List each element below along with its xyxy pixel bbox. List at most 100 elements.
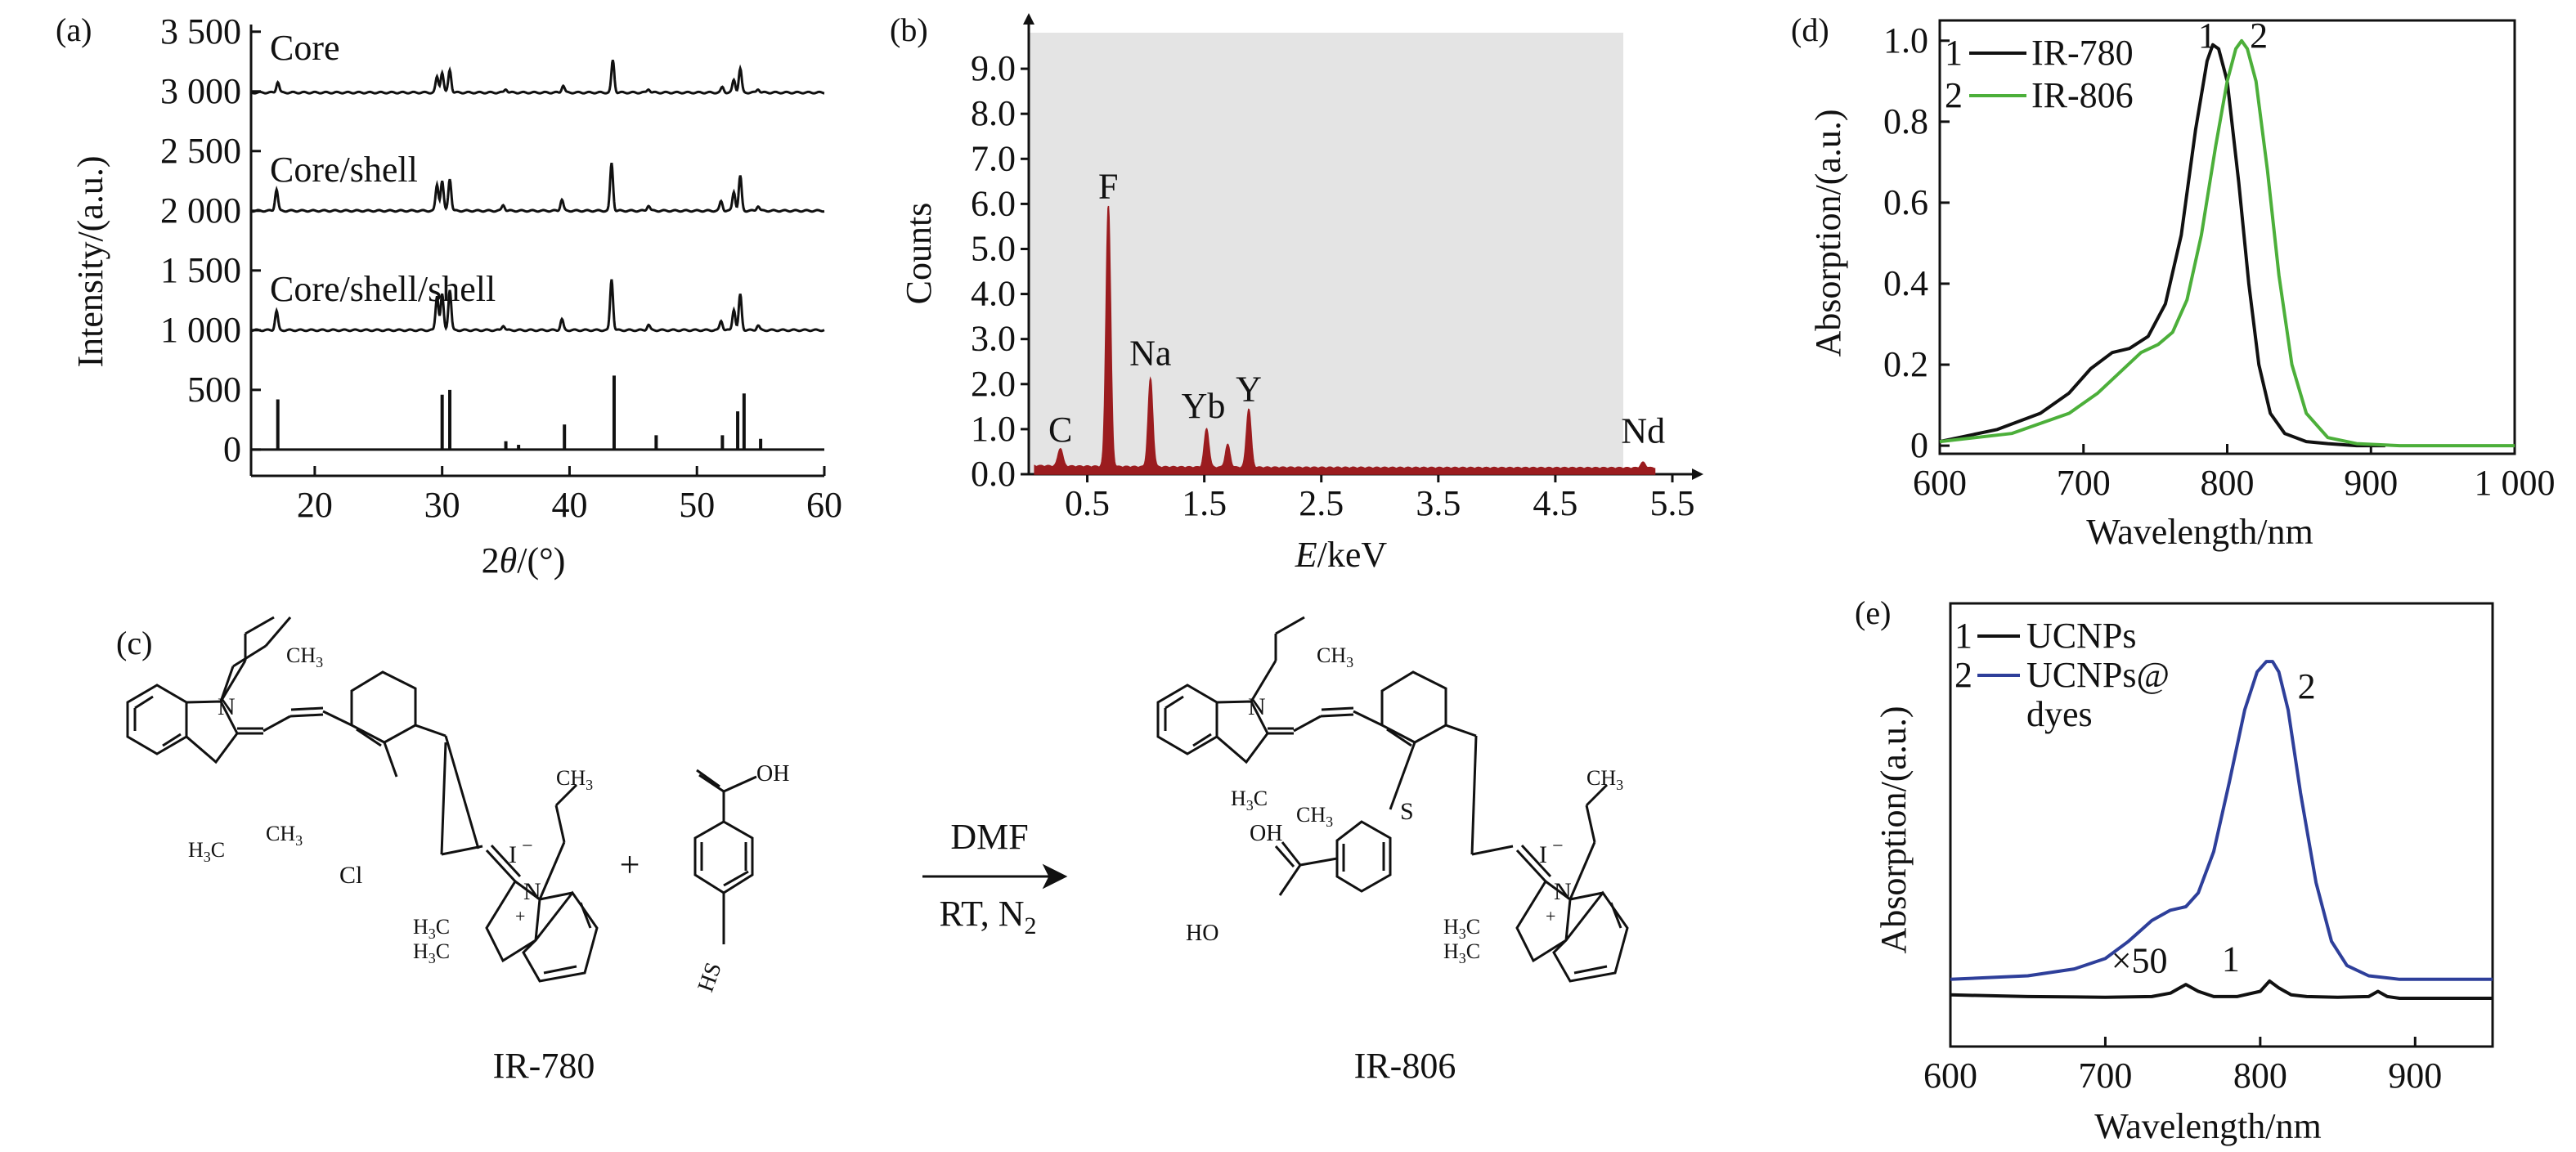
panel-d-series-line [1939,38,2515,448]
ir806-h3c-a: H3C [1443,915,1480,942]
panel-c-label: (c) [116,625,152,661]
panel-b-peak-label: Na [1129,334,1171,374]
panel-a-series-line [251,279,825,333]
panel-d-y-tick-label: 0 [1910,425,1928,465]
panel-b-y-tick-label: 1.0 [971,409,1016,449]
panel-d-y-tick-label: 0.6 [1883,182,1928,222]
ir780-ch3-top: CH3 [286,643,323,670]
panel-b-x-tick-label: 2.5 [1299,483,1344,523]
ir806-iodide-charge: − [1552,836,1564,857]
panel-b-y-tick-label: 7.0 [971,138,1016,178]
mercaptobenzoic-acid-structure: OH HS [693,761,789,995]
panel-b-y-arrowhead [1023,13,1034,25]
panel-a-series-label: Core/shell/shell [270,269,496,309]
panel-a-y-tick-label: 2 000 [160,191,241,231]
ir780-ch3-mid: CH3 [266,822,303,849]
ir806-h3c-left: H3C [1231,787,1268,814]
ir806-s-atom: S [1400,798,1414,825]
panel-b-x-arrowhead [1692,468,1703,480]
panel-b-y-tick-label: 3.0 [971,319,1016,359]
ir780-cl-atom: Cl [339,862,362,889]
panel-b-spectrum-area [1034,205,1656,475]
panel-d-x-tick-label: 700 [2057,463,2111,503]
panel-e-label: (e) [1855,594,1891,631]
panel-b-y-tick-label: 8.0 [971,93,1016,133]
panel-d-ylabel: Absorption/(a.u.) [1808,109,1848,356]
panel-e-annotation: 1 [2222,939,2240,979]
panel-c-reaction-scheme: (c) N Cl I − [116,616,1629,1086]
panel-a-x-tick-label: 40 [551,485,587,525]
ir806-oh-atom: OH [1250,821,1282,846]
ir780-iodide: I [509,841,517,868]
reaction-arrowhead [1042,863,1068,890]
panel-b-label: (b) [890,11,928,48]
panel-d-series-line [1939,43,2385,448]
ir780-iodide-charge: − [522,836,533,857]
panel-b-y-tick-label: 6.0 [971,183,1016,223]
panel-b-y-tick-label: 2.0 [971,364,1016,404]
panel-b-x-tick-label: 1.5 [1182,483,1227,523]
panel-b-ylabel: Counts [899,203,939,305]
panel-e-legend-label: UCNPs@ [2026,655,2170,695]
panel-a-series-label: Core [270,28,340,68]
panel-e-legend-number: 2 [1954,655,1972,695]
ir780-n-charge: + [515,906,525,926]
panel-b-peak-label: F [1098,166,1118,206]
panel-a-xrd-chart: (a) Intensity/(a.u.) 2θ/(°) 0 500 1 000 1 5… [56,11,842,580]
panel-a-x-tick-label: 60 [806,485,842,525]
panel-d-y-tick-label: 1.0 [1883,20,1928,61]
panel-d-absorption-chart: (d) Absorption/(a.u.) Wavelength/nm 0 0.2… [1791,11,2556,552]
panel-b-x-tick-label: 4.5 [1533,483,1577,523]
panel-a-y-tick-label: 3 500 [160,11,241,52]
panel-d-label: (d) [1791,11,1829,48]
ir806-h3c-b: H3C [1443,939,1480,966]
ir780-n-atom: N [218,693,236,720]
panel-e-legend-number: 1 [1954,616,1972,656]
ir806-structure: N S I − N + OH HO CH3 CH3 CH3 H3C H3C H3… [1156,616,1629,983]
ir780-n-plus-atom: N [523,878,541,905]
panel-e-frame [1949,602,2494,1048]
plus-sign: + [620,845,640,885]
panel-b-peak-label: C [1048,410,1072,450]
panel-b-plot-background [1029,33,1623,474]
panel-e-xlabel: Wavelength/nm [2094,1106,2322,1146]
panel-b-y-tick-label: 9.0 [971,48,1016,88]
panel-e-legend-label-cont: dyes [2026,694,2093,734]
panel-d-x-tick-label: 600 [1913,463,1967,503]
panel-b-x-tick-label: 5.5 [1650,483,1695,523]
panel-e-annotation: ×50 [2112,941,2168,981]
ir780-structure: N Cl I − N + CH3 CH3 CH3 H3C H3C H3C [126,616,599,983]
ir780-name: IR-780 [493,1046,595,1086]
panel-e-x-tick-label: 900 [2388,1056,2442,1096]
panel-a-series-line [250,60,825,95]
panel-b-xlabel: E/keV [1295,535,1388,575]
panel-e-x-tick-label: 700 [2078,1056,2132,1096]
panel-d-xlabel: Wavelength/nm [2086,512,2313,552]
ir806-n-plus-atom: N [1554,878,1572,905]
panel-a-x-tick-label: 20 [297,485,333,525]
reaction-conditions: RT, N2 [939,894,1036,939]
panel-a-x-tick-label: 50 [679,485,715,525]
panel-d-legend-label: IR-806 [2031,75,2134,115]
ir806-name: IR-806 [1354,1046,1456,1086]
panel-b-peak-label: Y [1236,369,1262,409]
ir780-h3c-a: H3C [413,915,450,942]
panel-e-annotation: 2 [2298,666,2316,706]
thiol-hs-atom: HS [693,959,726,995]
panel-a-series-label: Core/shell [270,150,418,190]
panel-a-series-line [250,162,825,213]
panel-e-legend-label: UCNPs [2026,616,2137,656]
panel-d-x-tick-label: 900 [2344,463,2398,503]
panel-a-y-tick-label: 2 500 [160,131,241,171]
ir780-h3c-left: H3C [188,838,225,865]
panel-a-ylabel: Intensity/(a.u.) [70,155,110,367]
ir806-ch3-right: CH3 [1586,766,1623,793]
panel-d-legend-number: 2 [1945,75,1963,115]
panel-d-peak-label: 2 [2250,16,2268,56]
panel-d-y-tick-label: 0.8 [1883,101,1928,141]
panel-a-y-tick-label: 1 500 [160,250,241,290]
panel-b-y-tick-label: 5.0 [971,228,1016,268]
ir806-n-atom: N [1248,693,1266,720]
panel-b-y-tick-label: 0.0 [971,454,1016,494]
ir806-ch3-top: CH3 [1317,643,1353,670]
